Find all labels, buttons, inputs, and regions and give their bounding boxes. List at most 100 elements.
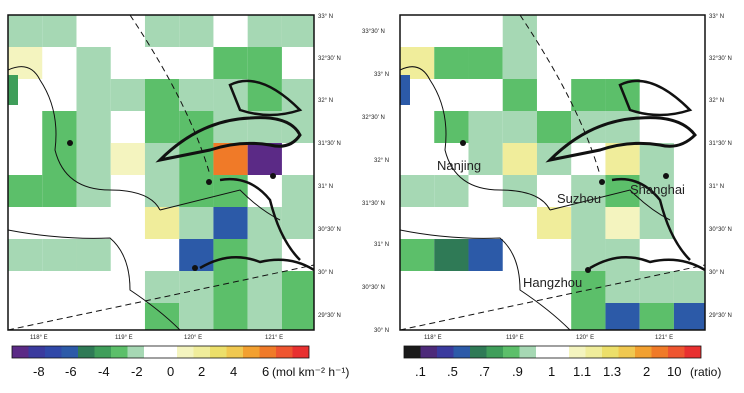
right-coastline [400,15,705,330]
colorbar-swatch [61,346,78,358]
lat-label: 31°30' N [709,141,732,147]
grid-cell [639,175,674,207]
colorbar-label: 2 [198,364,205,379]
lat-label: 32°30' N [709,56,732,62]
colorbar-swatch [177,346,194,358]
grid-cell [144,15,180,47]
colorbar-swatch [420,346,437,358]
colorbar-swatch [292,346,309,358]
grid-cell [42,175,77,207]
lat-label: 30°30' N [709,227,732,233]
lat-label: 29°30' N [318,313,341,319]
lat-label: 32° N [374,158,389,164]
colorbar-label: .1 [415,364,426,379]
lat-label: 30°30' N [318,227,341,233]
colorbar-swatch [45,346,62,358]
colorbar-swatch [519,346,536,358]
grid-cell [213,207,248,239]
grid-cell [76,111,111,143]
grid-cell [502,175,537,207]
grid-cell [571,79,606,111]
grid-cell [434,239,469,271]
colorbar-label: .9 [512,364,523,379]
colorbar-swatch [144,346,161,358]
grid-cell [536,207,572,239]
grid-cell [605,207,640,239]
grid-cell [605,271,640,303]
left-map-panel: 33° N 32°30' N 32° N 31°30' N 31° N 30°3… [7,14,349,379]
grid-cell [502,143,537,175]
colorbar-label: 0 [167,364,174,379]
colorbar-swatch [259,346,276,358]
grid-cell [179,207,214,239]
grid-cell [213,271,248,303]
lat-label: 33° N [374,72,389,78]
grid-cell [673,271,705,303]
grid-cell [468,239,503,271]
colorbar-outline [11,345,310,359]
lon-label: 121° E [265,335,283,341]
lat-label: 32°30' N [318,56,341,62]
grid-cell [247,271,282,303]
grid-cell [281,207,314,239]
colorbar-swatch [503,346,520,358]
lat-label: 30° N [318,270,333,276]
grid-cell [144,79,180,111]
grid-cell [434,175,469,207]
colorbar-label: 2 [643,364,650,379]
left-city-dot-nanjing [67,140,73,146]
left-lat-labels: 33° N 32°30' N 32° N 31°30' N 31° N 30°3… [318,14,341,319]
right-unit-label: (ratio) [690,365,721,379]
lon-label: 121° E [655,335,673,341]
colorbar-swatch [569,346,586,358]
right-map-panel: Nanjing Suzhou Shanghai Hangzhou 33°30' … [362,14,732,379]
grid-cell [110,143,145,175]
right-colorbar-labels: .1 .5 .7 .9 1 1.1 1.3 2 10 (ratio) [415,364,721,379]
right-map-frame [399,14,706,331]
grid-cell [110,79,145,111]
grid-cell [281,15,314,47]
colorbar-swatch [28,346,45,358]
colorbar-label: .5 [447,364,458,379]
grid-cell [213,239,248,271]
grid-cell [605,111,640,143]
colorbar-swatch [160,346,177,358]
grid-cell [8,15,43,47]
left-coastline [8,15,314,330]
grid-cell [400,175,435,207]
colorbar-label: 4 [230,364,237,379]
lat-label: 32°30' N [362,115,385,121]
grid-cell [247,47,282,79]
colorbar-label: .7 [479,364,490,379]
colorbar-label: 6 [262,364,269,379]
lat-label: 33° N [318,14,333,20]
grid-cell [247,15,282,47]
colorbar-swatch [684,346,701,358]
right-colorbar [403,345,702,359]
grid-cell [179,271,214,303]
grid-cell [76,175,111,207]
grid-cell [247,143,282,175]
colorbar-swatch [602,346,619,358]
grid-cell [468,47,503,79]
right-lon-labels: 118° E 119° E 120° E 121° E [424,335,673,341]
grid-cell [213,47,248,79]
grid-cell [8,239,43,271]
colorbar-swatch [78,346,95,358]
colorbar-swatch [127,346,144,358]
colorbar-label: -6 [65,364,77,379]
lat-label: 31°30' N [362,201,385,207]
grid-cell [639,143,674,175]
lat-label: 33° N [709,14,724,20]
lat-label: 29°30' N [709,313,732,319]
colorbar-label: -4 [98,364,110,379]
grid-cell [639,303,674,330]
grid-cell [179,15,214,47]
colorbar-swatch [552,346,569,358]
colorbar-swatch [585,346,602,358]
colorbar-swatch [618,346,635,358]
grid-cell [144,207,180,239]
colorbar-swatch [437,346,454,358]
grid-cell [179,79,214,111]
